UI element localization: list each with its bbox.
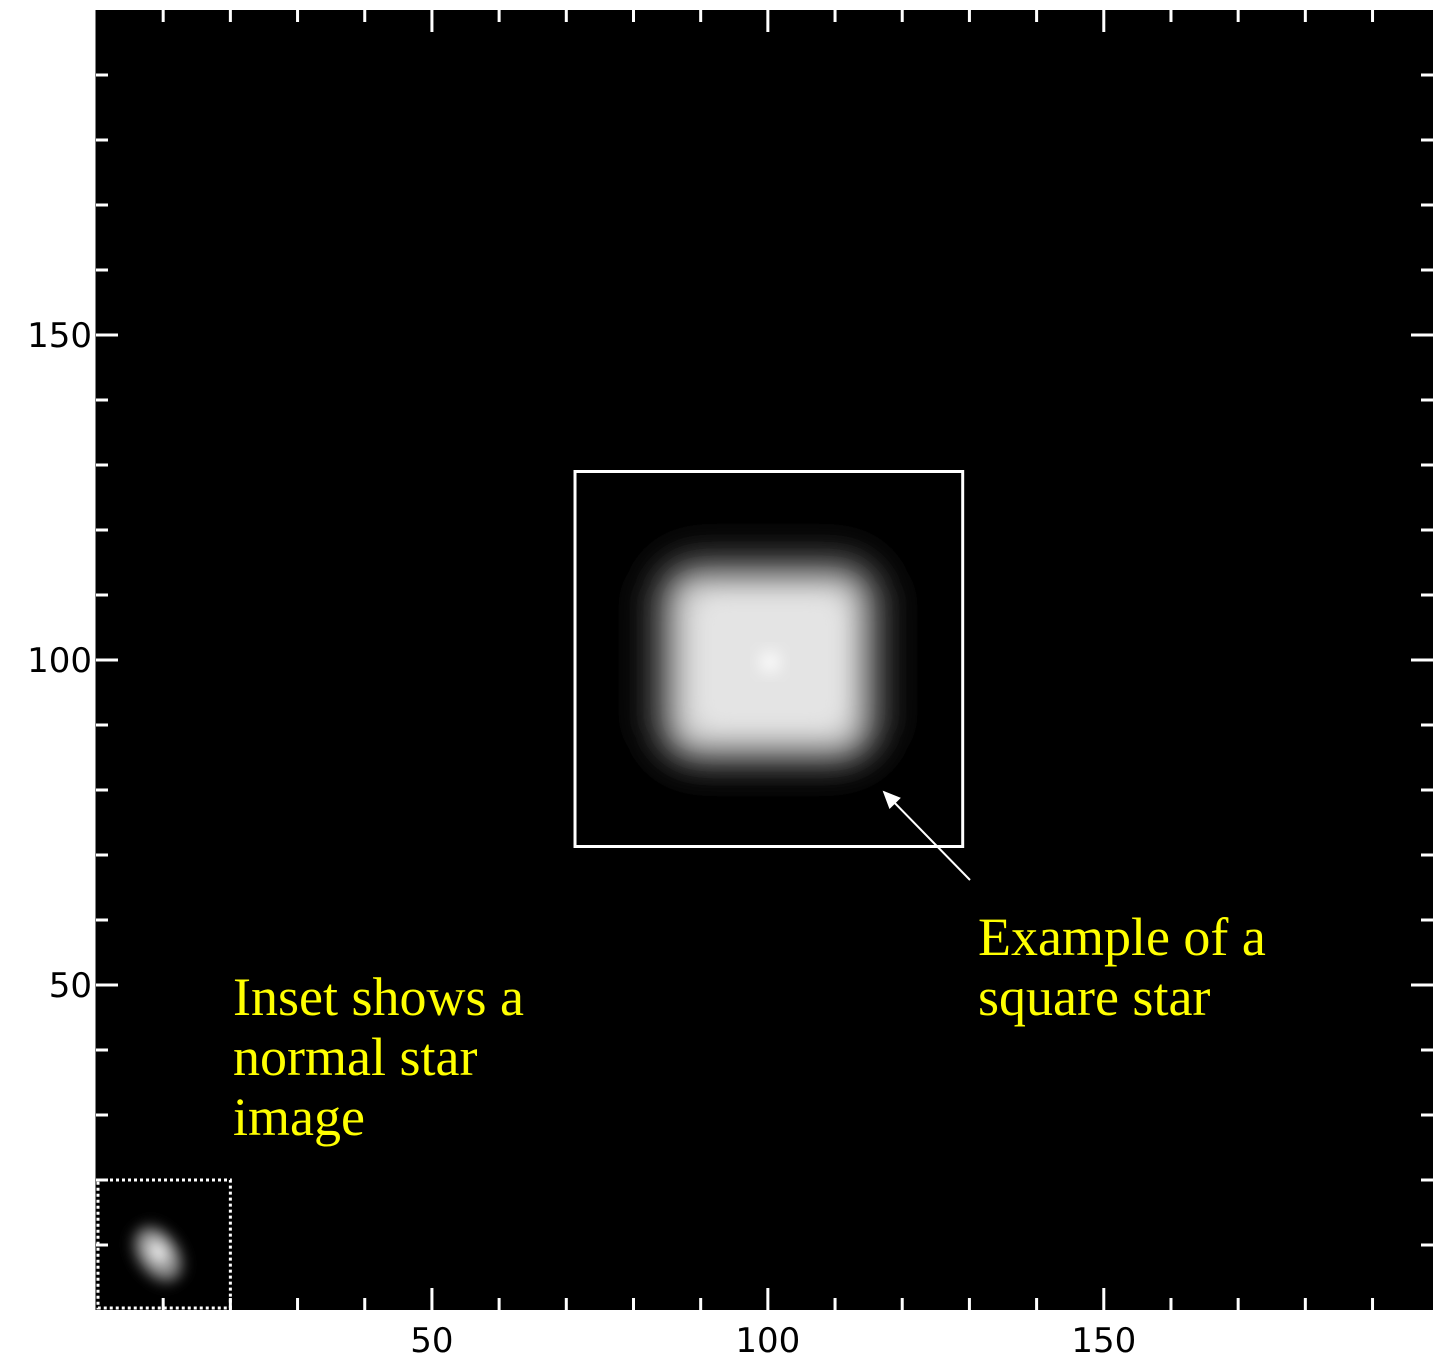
page: 50 100 150 50 100 150 Example of asquare star I… [0,0,1433,1361]
y-tick-label: 150 [27,316,92,356]
annotation: square star [978,967,1210,1027]
annotation: normal star [233,1027,477,1087]
x-tick-label: 150 [1071,1321,1136,1361]
y-tick-label: 50 [49,966,92,1006]
annotation: Inset shows a [233,967,524,1027]
chart: 50 100 150 50 100 150 Example of asquare star I… [0,0,1433,1361]
annotation: Example of a [978,907,1266,967]
square-star [640,545,896,775]
y-tick-label: 100 [27,641,92,681]
annotation: image [233,1087,365,1147]
x-tick-label: 100 [735,1321,800,1361]
x-tick-label: 50 [410,1321,453,1361]
